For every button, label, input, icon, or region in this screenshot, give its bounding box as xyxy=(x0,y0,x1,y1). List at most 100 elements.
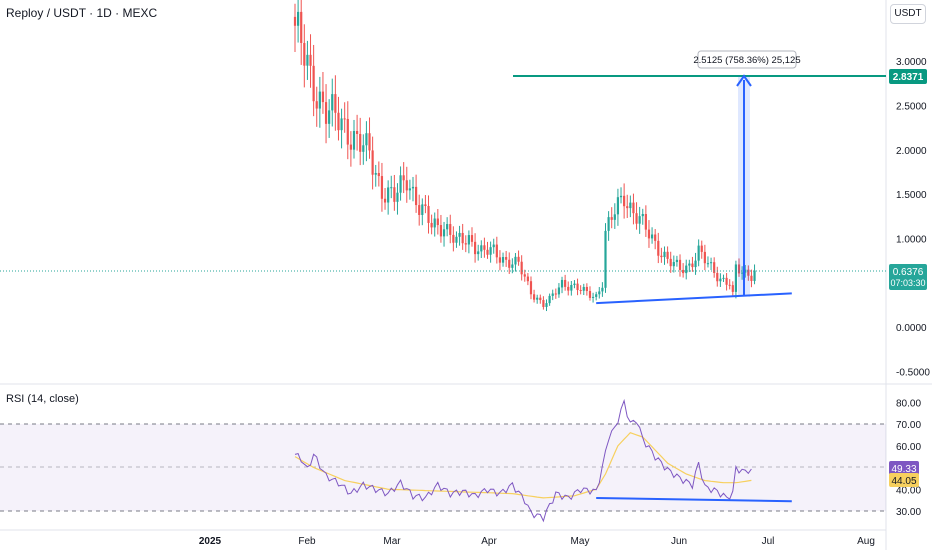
candle-body xyxy=(567,286,570,291)
candle-body xyxy=(346,118,349,145)
chart-title: Reploy / USDT · 1D · MEXC xyxy=(6,6,158,20)
candle-body xyxy=(688,263,691,266)
candle-body xyxy=(554,293,557,295)
candle-body xyxy=(393,187,396,202)
rsi-value-text: 49.33 xyxy=(891,464,916,475)
candle-body xyxy=(477,251,480,255)
candle-body xyxy=(421,204,424,215)
last-price-value: 0.6376 xyxy=(893,267,924,278)
rsi-tick-label: 70.00 xyxy=(896,420,921,431)
candle-body xyxy=(623,195,626,207)
candle-body xyxy=(359,133,362,152)
measure-label-box xyxy=(697,50,797,69)
candle-body xyxy=(297,11,300,26)
candle-body xyxy=(650,234,654,239)
candle-body xyxy=(682,269,685,274)
candle-body xyxy=(654,234,657,241)
candle-body xyxy=(588,291,592,298)
candle-body xyxy=(585,286,588,292)
rsi-trendline[interactable] xyxy=(596,496,792,503)
candle-body xyxy=(591,296,595,298)
price-tick-label: 1.5000 xyxy=(896,190,927,201)
candle-body xyxy=(374,172,377,175)
candle-body xyxy=(675,259,679,263)
candle-body xyxy=(337,112,340,131)
candle-body xyxy=(632,202,635,214)
candle-body xyxy=(371,150,374,175)
candle-body xyxy=(719,278,722,282)
last-price-countdown: 07:03:30 xyxy=(890,278,925,288)
candle-body xyxy=(418,205,421,215)
target-price-text: 2.8371 xyxy=(893,72,924,83)
candle-body xyxy=(660,255,663,258)
rsi-line xyxy=(294,398,752,523)
candle-body xyxy=(545,303,548,307)
candle-body xyxy=(607,217,610,231)
price-tick-label: -0.5000 xyxy=(896,367,930,378)
candle-body xyxy=(439,225,443,237)
candle-body xyxy=(570,285,573,291)
candle-body xyxy=(725,277,728,285)
candle-body xyxy=(309,54,312,66)
candle-body xyxy=(514,256,517,265)
candle-body xyxy=(598,291,601,295)
candle-body xyxy=(483,245,486,250)
candle-body xyxy=(539,297,542,301)
candle-body xyxy=(402,175,405,181)
candle-body xyxy=(529,281,533,295)
candle-body xyxy=(390,187,393,189)
candle-body xyxy=(669,258,672,267)
candle-body xyxy=(328,110,331,124)
candle-body xyxy=(613,214,616,220)
candle-body xyxy=(424,204,427,207)
candle-body xyxy=(473,241,477,255)
currency-button[interactable]: USDT xyxy=(890,4,926,24)
candle-body xyxy=(753,270,756,281)
candle-body xyxy=(449,224,452,235)
candle-body xyxy=(685,265,688,274)
measure-arrow-head xyxy=(736,74,752,87)
candle-body xyxy=(315,101,318,109)
rsi-tick-label: 60.00 xyxy=(896,442,921,453)
candle-body xyxy=(604,230,607,288)
candle-body xyxy=(387,187,390,203)
candle-body xyxy=(498,257,502,263)
candle-body xyxy=(629,202,632,209)
time-tick-label: Mar xyxy=(383,536,401,547)
candle-body xyxy=(716,272,719,282)
candle-body xyxy=(442,229,446,237)
rsi-ma-tag xyxy=(889,473,919,487)
time-tick-label: Jul xyxy=(762,536,775,547)
candle-body xyxy=(455,236,458,243)
candle-body xyxy=(663,251,666,258)
candle-body xyxy=(495,244,498,258)
candle-body xyxy=(573,283,576,286)
candle-body xyxy=(362,145,365,152)
candle-body xyxy=(619,195,623,198)
time-tick-label: May xyxy=(571,536,590,547)
candle-body xyxy=(610,217,613,220)
measure-label: 2.5125 (758.36%) 25,125 xyxy=(693,55,800,66)
candle-body xyxy=(365,133,368,146)
candle-body xyxy=(737,264,741,274)
candle-body xyxy=(321,91,325,103)
candle-body xyxy=(411,186,415,189)
price-trendline[interactable] xyxy=(596,292,792,305)
candle-body xyxy=(306,54,309,66)
candle-body xyxy=(433,218,436,228)
price-tick-label: 0.0000 xyxy=(896,323,927,334)
candle-body xyxy=(501,257,505,263)
rsi-tick-label: 30.00 xyxy=(896,507,921,518)
rsi-title: RSI (14, close) xyxy=(6,393,79,405)
last-price-tag xyxy=(889,264,927,290)
candle-body xyxy=(523,274,526,277)
candle-body xyxy=(747,269,750,276)
candle-body xyxy=(452,234,455,243)
candle-body xyxy=(548,295,551,304)
candle-body xyxy=(582,286,585,291)
candle-body xyxy=(542,300,545,307)
candle-body xyxy=(672,262,675,267)
candle-body xyxy=(722,277,725,279)
